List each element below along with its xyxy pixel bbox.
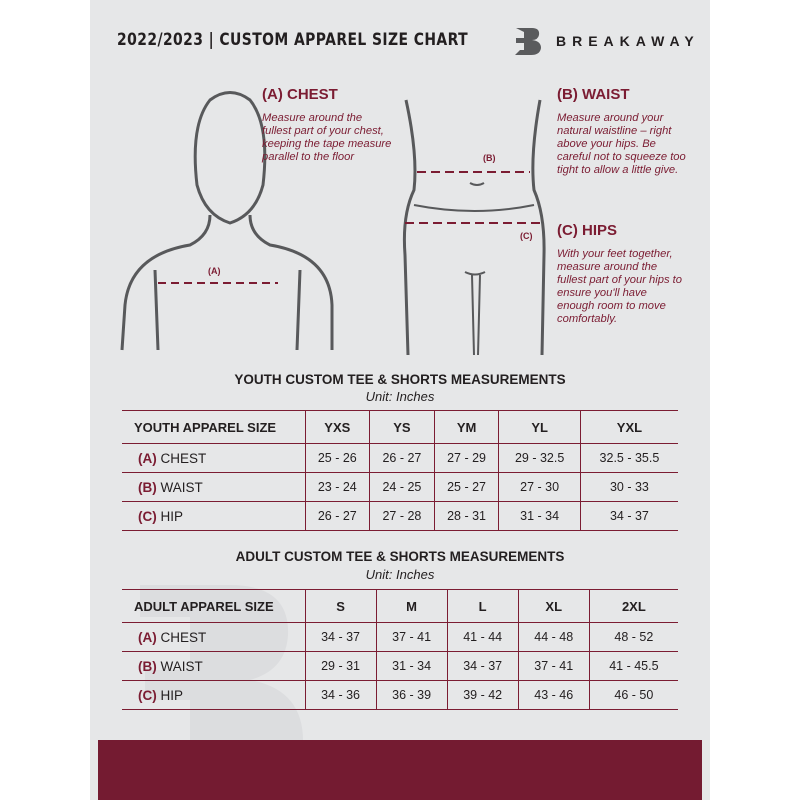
value-cell: 32.5 - 35.5 (579, 443, 678, 473)
value-cell: 31 - 34 (498, 501, 581, 531)
row-label: (A) CHEST (122, 443, 305, 473)
value-cell: 41 - 44 (446, 622, 519, 652)
table-row: (A) CHEST 25 - 26 26 - 27 27 - 29 29 - 32.5 3… (122, 443, 678, 473)
footer-bar (98, 740, 702, 800)
header-cell: XL (517, 589, 590, 623)
table-row: (B) WAIST 29 - 31 31 - 34 34 - 37 37 - 41 41 … (122, 651, 678, 681)
value-cell: 37 - 41 (517, 651, 590, 681)
hips-description: With your feet together, measure around … (557, 248, 682, 325)
chest-marker: (A) (208, 266, 221, 276)
row-name: WAIST (160, 658, 203, 674)
value-cell: 39 - 42 (446, 680, 519, 710)
header-cell: L (446, 589, 519, 623)
waist-heading: (B) WAIST (557, 86, 630, 103)
row-letter: (C) (138, 687, 157, 703)
value-cell: 34 - 37 (304, 622, 377, 652)
value-cell: 43 - 46 (517, 680, 590, 710)
row-letter: (A) (138, 450, 157, 466)
header-cell: YXL (579, 410, 678, 444)
youth-unit: Unit: Inches (365, 389, 435, 404)
value-cell: 36 - 39 (375, 680, 448, 710)
adult-section-title: ADULT CUSTOM TEE & SHORTS MEASUREMENTS (235, 549, 565, 564)
header-cell: YM (433, 410, 499, 444)
youth-size-table: YOUTH APPAREL SIZE YXS YS YM YL YXL (A) CHEST 2… (122, 410, 678, 531)
breakaway-logo-icon (515, 28, 541, 55)
row-letter: (C) (138, 508, 157, 524)
value-cell: 25 - 27 (433, 472, 499, 502)
row-name: WAIST (160, 479, 203, 495)
chest-figure-illustration (120, 91, 334, 351)
waist-description: Measure around your natural waistline – … (557, 112, 686, 176)
value-cell: 24 - 25 (369, 472, 435, 502)
value-cell: 44 - 48 (517, 622, 590, 652)
row-label: (A) CHEST (122, 622, 305, 652)
page-title: 2022/2023 | CUSTOM APPAREL SIZE CHART (117, 30, 469, 50)
value-cell: 25 - 26 (304, 443, 370, 473)
row-name: CHEST (160, 450, 207, 466)
value-cell: 27 - 30 (498, 472, 581, 502)
row-name: HIP (160, 687, 184, 703)
header-cell: YXS (304, 410, 370, 444)
value-cell: 23 - 24 (304, 472, 370, 502)
value-cell: 34 - 37 (446, 651, 519, 681)
hips-heading: (C) HIPS (557, 222, 617, 239)
value-cell: 34 - 37 (579, 501, 678, 531)
value-cell: 26 - 27 (304, 501, 370, 531)
row-letter: (A) (138, 629, 157, 645)
row-label: (C) HIP (122, 680, 305, 710)
value-cell: 37 - 41 (375, 622, 448, 652)
row-letter: (B) (138, 479, 157, 495)
waist-marker: (B) (483, 153, 496, 163)
value-cell: 28 - 31 (433, 501, 499, 531)
value-cell: 29 - 32.5 (498, 443, 581, 473)
header-cell: S (304, 589, 377, 623)
header-cell: M (375, 589, 448, 623)
value-cell: 27 - 29 (433, 443, 499, 473)
header-cell: YL (498, 410, 581, 444)
waist-hips-figure-illustration (402, 99, 546, 355)
value-cell: 29 - 31 (304, 651, 377, 681)
row-label: (C) HIP (122, 501, 305, 531)
row-label: (B) WAIST (122, 472, 305, 502)
value-cell: 46 - 50 (588, 680, 678, 710)
value-cell: 41 - 45.5 (588, 651, 678, 681)
row-name: CHEST (160, 629, 207, 645)
header-cell: YOUTH APPAREL SIZE (122, 410, 305, 444)
table-row: (C) HIP 34 - 36 36 - 39 39 - 42 43 - 46 46 - … (122, 680, 678, 710)
chest-heading: (A) CHEST (262, 86, 338, 103)
header-cell: YS (369, 410, 435, 444)
value-cell: 27 - 28 (369, 501, 435, 531)
value-cell: 48 - 52 (588, 622, 678, 652)
row-label: (B) WAIST (122, 651, 305, 681)
table-row: (A) CHEST 34 - 37 37 - 41 41 - 44 44 - 48 48 … (122, 622, 678, 652)
header-cell: 2XL (588, 589, 678, 623)
hips-marker: (C) (520, 231, 533, 241)
brand-name: BREAKAWAY (556, 33, 700, 49)
adult-unit: Unit: Inches (365, 567, 435, 582)
value-cell: 26 - 27 (369, 443, 435, 473)
value-cell: 30 - 33 (579, 472, 678, 502)
row-letter: (B) (138, 658, 157, 674)
header-cell: ADULT APPAREL SIZE (122, 589, 305, 623)
table-header-row: YOUTH APPAREL SIZE YXS YS YM YL YXL (122, 410, 678, 444)
chest-description: Measure around the fullest part of your … (262, 112, 392, 163)
table-row: (B) WAIST 23 - 24 24 - 25 25 - 27 27 - 30 30 … (122, 472, 678, 502)
youth-section-title: YOUTH CUSTOM TEE & SHORTS MEASUREMENTS (234, 372, 566, 387)
value-cell: 34 - 36 (304, 680, 377, 710)
value-cell: 31 - 34 (375, 651, 448, 681)
row-name: HIP (160, 508, 184, 524)
table-header-row: ADULT APPAREL SIZE S M L XL 2XL (122, 589, 678, 623)
adult-size-table: ADULT APPAREL SIZE S M L XL 2XL (A) CHEST 34 - … (122, 589, 678, 710)
table-row: (C) HIP 26 - 27 27 - 28 28 - 31 31 - 34 34 - … (122, 501, 678, 531)
